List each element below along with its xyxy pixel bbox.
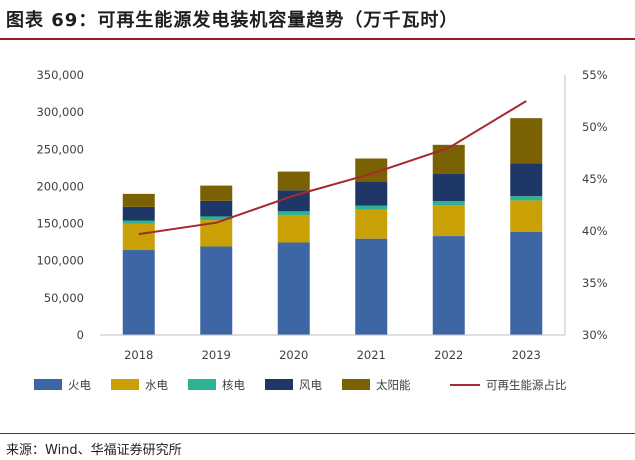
bar-segment bbox=[277, 242, 310, 335]
bar-segment bbox=[355, 181, 388, 206]
y-tick-label: 150,000 bbox=[36, 217, 84, 231]
y-tick-label: 350,000 bbox=[36, 68, 84, 82]
legend-label: 可再生能源占比 bbox=[486, 378, 567, 392]
bar-segment bbox=[432, 201, 465, 206]
x-tick-label: 2020 bbox=[279, 348, 308, 362]
x-tick-label: 2021 bbox=[357, 348, 386, 362]
bar-segment bbox=[510, 163, 543, 197]
legend-label: 核电 bbox=[222, 378, 245, 392]
bar-segment bbox=[277, 211, 310, 216]
y-tick-label: 200,000 bbox=[36, 179, 84, 193]
bar-segment bbox=[432, 205, 465, 237]
bar-segment bbox=[355, 209, 388, 239]
y2-tick-label: 40% bbox=[582, 224, 608, 238]
bar-segment bbox=[200, 185, 233, 201]
bar-segment bbox=[355, 238, 388, 335]
legend-label: 水电 bbox=[145, 378, 168, 392]
legend-label: 太阳能 bbox=[376, 378, 411, 392]
y2-tick-label: 50% bbox=[582, 120, 608, 134]
legend-label: 火电 bbox=[68, 378, 91, 392]
bar-segment bbox=[122, 250, 155, 335]
footer: 来源：Wind、华福证券研究所 bbox=[0, 433, 635, 460]
y2-tick-label: 35% bbox=[582, 276, 608, 290]
bar-segment bbox=[277, 171, 310, 191]
title-bar: 图表 69：可再生能源发电装机容量趋势（万千瓦时） bbox=[0, 0, 635, 40]
bar-segment bbox=[122, 220, 155, 224]
bar-segment bbox=[122, 206, 155, 221]
x-tick-label: 2023 bbox=[512, 348, 541, 362]
legend-swatch bbox=[111, 379, 139, 390]
bar-segment bbox=[510, 231, 543, 335]
x-tick-label: 2018 bbox=[124, 348, 153, 362]
legend-swatch bbox=[265, 379, 293, 390]
bar-segment bbox=[200, 216, 233, 221]
legend-swatch bbox=[342, 379, 370, 390]
y2-tick-label: 45% bbox=[582, 172, 608, 186]
bar-segment bbox=[510, 118, 543, 164]
bar-segment bbox=[277, 215, 310, 243]
y-tick-label: 50,000 bbox=[44, 291, 84, 305]
bar-segment bbox=[200, 246, 233, 335]
legend-swatch bbox=[188, 379, 216, 390]
bar-segment bbox=[355, 205, 388, 210]
bar-segment bbox=[510, 200, 543, 232]
y-tick-label: 250,000 bbox=[36, 142, 84, 156]
share-line bbox=[138, 100, 527, 236]
bar-segment bbox=[122, 223, 155, 251]
x-tick-label: 2022 bbox=[434, 348, 463, 362]
y2-tick-label: 55% bbox=[582, 68, 608, 82]
chart-title: 图表 69：可再生能源发电装机容量趋势（万千瓦时） bbox=[6, 10, 459, 31]
y2-tick-label: 30% bbox=[582, 328, 608, 342]
x-tick-label: 2019 bbox=[202, 348, 231, 362]
bar-segment bbox=[200, 200, 233, 217]
y-tick-label: 300,000 bbox=[36, 105, 84, 119]
bar-segment bbox=[510, 196, 543, 201]
legend-label: 风电 bbox=[299, 378, 322, 392]
bar-segment bbox=[277, 190, 310, 212]
y-tick-label: 100,000 bbox=[36, 254, 84, 268]
bar-segment bbox=[432, 236, 465, 335]
legend-swatch bbox=[34, 379, 62, 390]
y-tick-label: 0 bbox=[77, 328, 84, 342]
source-note: 来源：Wind、华福证券研究所 bbox=[6, 443, 182, 458]
bar-segment bbox=[432, 144, 465, 175]
bar-segment bbox=[432, 174, 465, 202]
bar-segment bbox=[122, 193, 155, 207]
chart: 0 50,000 100,000 150,000 200,000 250,000 300,0… bbox=[34, 68, 608, 392]
